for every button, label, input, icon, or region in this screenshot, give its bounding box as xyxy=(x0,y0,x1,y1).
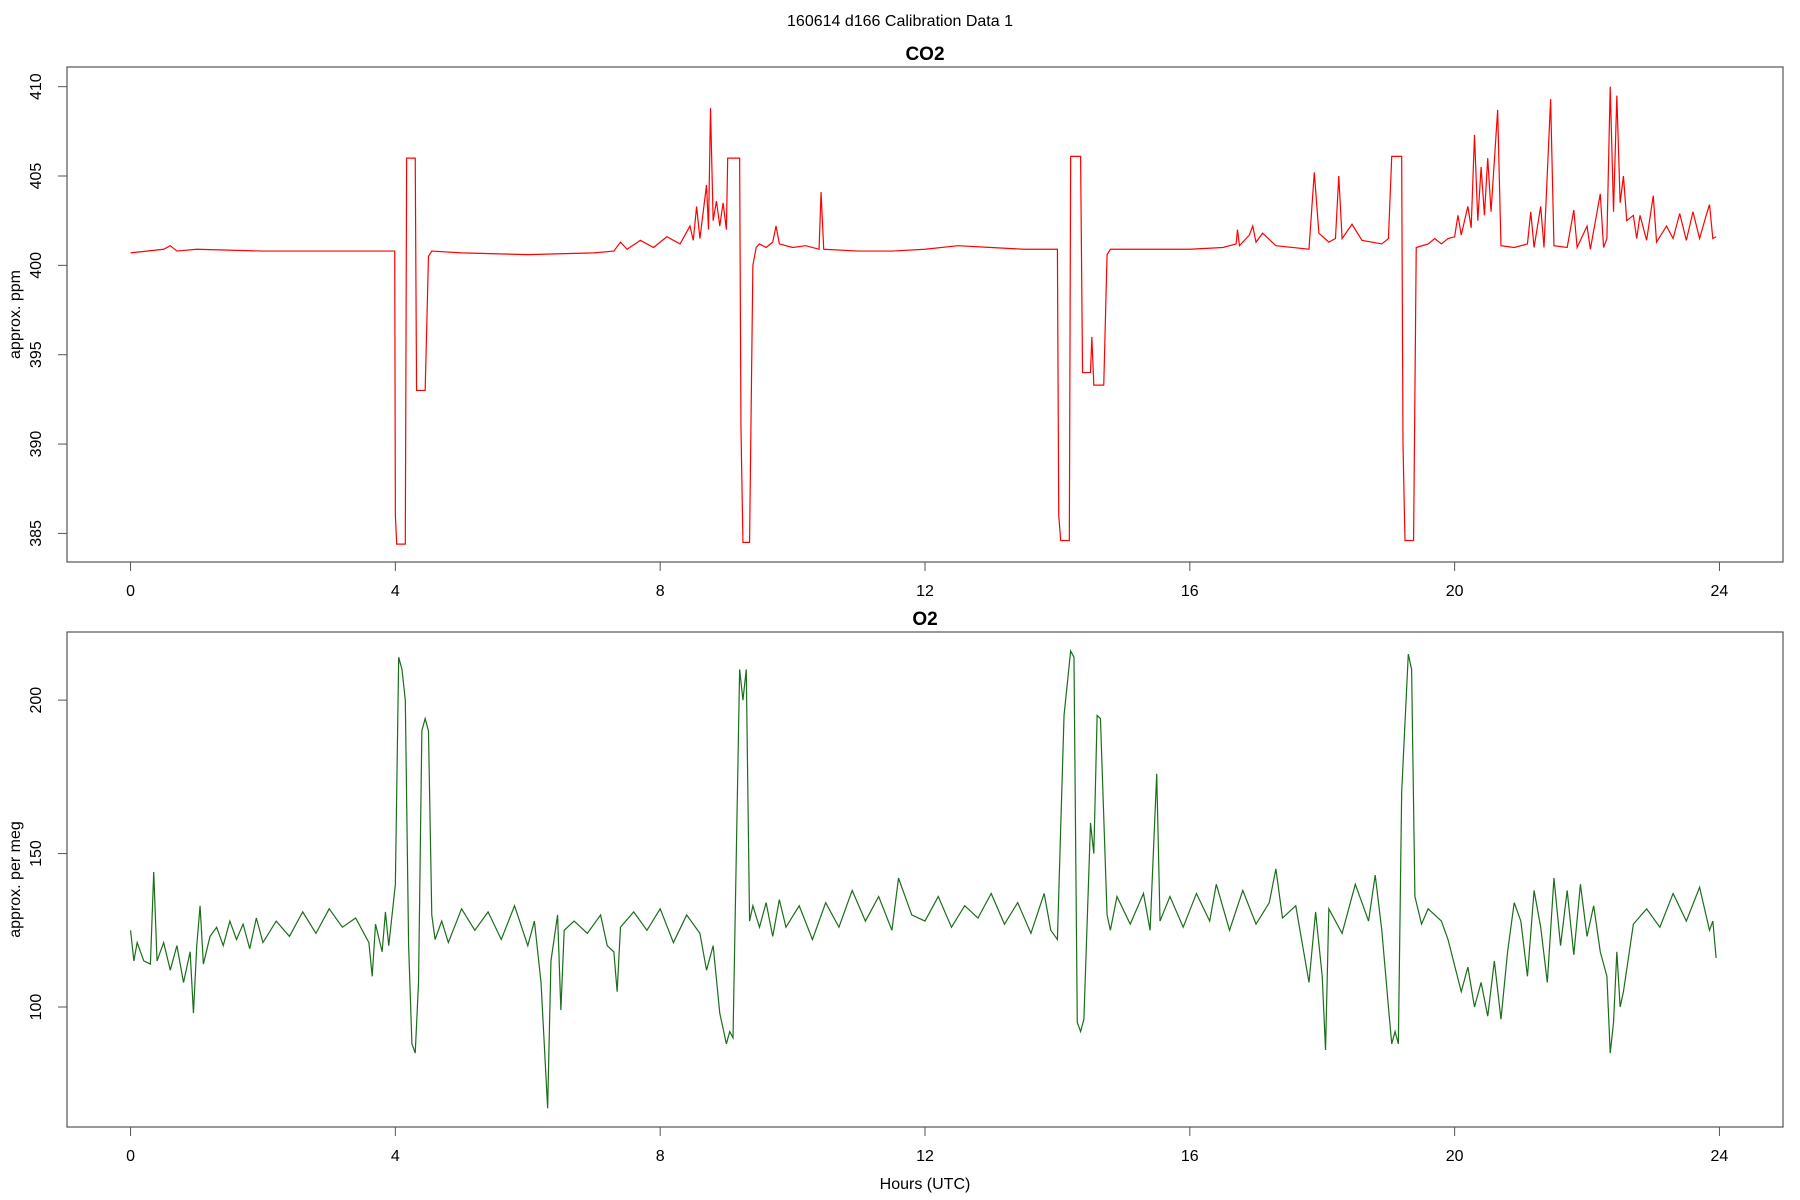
x-tick-label: 12 xyxy=(916,583,934,600)
y-tick-label: 410 xyxy=(28,73,45,100)
x-tick-label: 4 xyxy=(391,583,400,600)
x-tick-label: 4 xyxy=(391,1148,400,1165)
y-tick-label: 385 xyxy=(28,520,45,547)
y-axis-label: approx. ppm xyxy=(7,270,24,359)
y-tick-label: 405 xyxy=(28,163,45,190)
x-tick-label: 12 xyxy=(916,1148,934,1165)
y-axis-label: approx. per meg xyxy=(7,821,24,938)
data-line xyxy=(129,649,1717,1109)
y-tick-label: 390 xyxy=(28,431,45,458)
chart-title: O2 xyxy=(912,609,937,630)
x-tick-label: 16 xyxy=(1181,583,1199,600)
plot-frame xyxy=(66,66,1784,563)
x-tick-label: 24 xyxy=(1711,583,1729,600)
x-tick-label: 8 xyxy=(656,1148,665,1165)
figure-title: 160614 d166 Calibration Data 1 xyxy=(787,13,1013,30)
x-tick-label: 0 xyxy=(126,1148,135,1165)
y-tick-label: 400 xyxy=(28,252,45,279)
data-line xyxy=(130,86,1717,545)
x-axis-label: Hours (UTC) xyxy=(880,1176,971,1193)
x-tick-label: 24 xyxy=(1711,1148,1729,1165)
x-tick-label: 8 xyxy=(656,583,665,600)
y-tick-label: 395 xyxy=(28,341,45,368)
y-tick-label: 150 xyxy=(28,840,45,867)
x-tick-label: 16 xyxy=(1181,1148,1199,1165)
x-tick-label: 20 xyxy=(1446,1148,1464,1165)
y-tick-label: 100 xyxy=(28,994,45,1021)
plot-frame xyxy=(66,631,1784,1128)
x-tick-label: 20 xyxy=(1446,583,1464,600)
chart-title: CO2 xyxy=(905,44,944,65)
y-tick-label: 200 xyxy=(28,687,45,714)
x-tick-label: 0 xyxy=(126,583,135,600)
